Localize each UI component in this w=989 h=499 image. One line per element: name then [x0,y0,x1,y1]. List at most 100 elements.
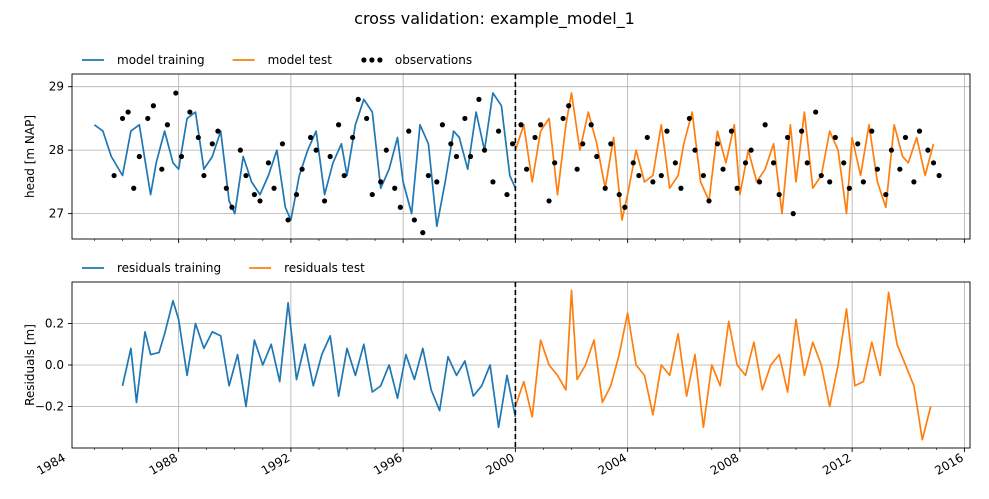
observation-point [150,103,156,109]
observation-point [495,128,502,134]
observation-point [448,141,454,147]
observation-point [327,153,333,160]
observation-point [700,172,707,179]
observation-point [293,191,300,198]
series-line-model-test [514,92,935,221]
observation-point [532,134,538,141]
bottom-ytick-label: −0.2 [35,400,64,414]
observation-point [706,198,712,204]
observation-point [490,179,496,185]
observation-point [546,198,552,204]
observation-point [846,185,852,191]
legend-label-observations: observations [395,53,472,67]
legend-label-model-training: model training [117,53,205,67]
top-ylabel: head [m NAP] [23,115,37,198]
observation-point [860,179,866,185]
observation-point [476,96,482,102]
observation-point [383,147,389,153]
observation-point [936,172,942,179]
xtick-label-1988: 1988 [147,450,180,477]
observation-point [869,128,875,134]
observation-point [762,122,768,128]
observation-point [159,166,165,172]
observation-point [930,160,937,166]
observation-point [714,141,721,147]
observation-point [734,185,740,191]
observation-point [664,128,670,134]
observation-point [776,191,782,198]
bottom-ytick-label: 0.2 [45,317,64,331]
xtick-label-1996: 1996 [371,450,404,477]
observation-point [119,115,126,122]
observation-point [164,122,171,128]
observation-point [467,153,474,160]
observation-point [335,122,342,128]
observation-point [243,172,249,179]
observation-point [552,160,558,166]
observation-point [594,153,600,160]
observation-point [350,134,356,141]
panel-top: 27 28 29 head [m NAP] model training model te… [23,53,971,243]
observation-point [574,166,580,172]
observation-point [251,191,258,198]
observation-point [439,122,446,128]
observation-point [518,122,524,128]
top-ytick-label: 29 [49,80,64,94]
observation-point [770,160,777,166]
observation-point [321,198,328,204]
top-series-group [93,90,942,236]
observation-point [307,134,314,141]
observation-point [131,185,137,191]
series-line-model-training [93,92,517,228]
observation-point [813,109,819,115]
observation-point [804,160,810,166]
observation-point [692,147,698,153]
observation-point [504,191,510,198]
observation-point [392,185,398,191]
bottom-ylabel: Residuals [m] [23,324,37,406]
legend-marker-observations [369,57,375,63]
bottom-series-group [121,289,932,441]
observation-point [453,153,460,160]
observation-point [313,147,319,153]
observation-point [524,166,530,172]
observation-point [223,185,229,191]
observation-point [341,172,347,179]
observation-point [916,128,923,134]
observation-point [678,185,684,191]
observation-point [636,172,642,179]
observation-point [434,179,440,185]
observation-point [462,115,468,122]
observation-point [580,141,586,147]
xtick-label-2008: 2008 [708,450,741,477]
observation-point [616,191,622,198]
top-ytick-label: 28 [49,143,64,157]
legend-label-model-test: model test [268,53,333,67]
series-line-residuals-training [121,299,517,429]
observation-point [369,191,375,198]
observation-point [566,103,572,109]
observation-point [902,134,909,141]
observation-point [145,115,151,122]
observation-point [136,153,142,160]
observation-point [425,172,431,179]
xtick-label-1992: 1992 [259,450,292,477]
observation-point [658,172,664,179]
xtick-label-2016: 2016 [932,450,965,477]
xtick-label-1984: 1984 [34,450,67,477]
observation-point [897,166,903,172]
top-ytick-label: 27 [49,207,64,221]
observation-point [784,134,791,141]
observation-point [672,160,678,166]
legend-label-residuals-test: residuals test [284,261,365,275]
observation-point [728,128,735,134]
legend-marker-observations [361,57,367,63]
xtick-label-2012: 2012 [820,450,853,477]
observation-point [285,217,291,223]
observation-point [756,179,763,185]
observation-point [911,179,917,185]
observation-point [748,147,754,153]
observation-point [279,141,286,147]
